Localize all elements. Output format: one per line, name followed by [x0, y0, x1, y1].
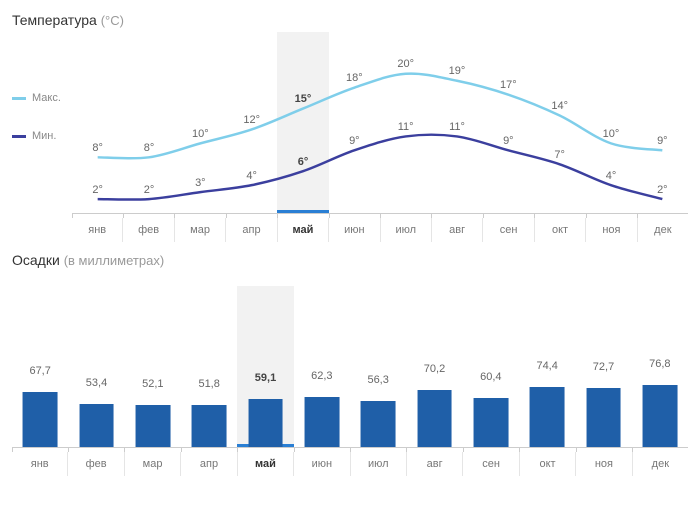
precipitation-month-tick[interactable]: дек — [633, 452, 688, 476]
precipitation-month-tick[interactable]: сен — [463, 452, 519, 476]
precipitation-bar — [192, 405, 227, 447]
temperature-min-label: 6° — [298, 156, 309, 168]
precipitation-bar — [417, 390, 452, 447]
temperature-max-line — [98, 74, 663, 159]
temperature-lines-svg — [72, 32, 688, 213]
precipitation-month-tick[interactable]: окт — [520, 452, 576, 476]
precipitation-bar-label: 74,4 — [536, 360, 557, 372]
temperature-max-label: 17° — [500, 79, 517, 91]
legend-min: Мин. — [12, 130, 61, 142]
temperature-max-label: 9° — [657, 135, 668, 147]
precipitation-month-tick[interactable]: май — [238, 452, 294, 476]
temperature-title-text: Температура — [12, 12, 97, 28]
temperature-chart: Макс. Мин. 8° 8° 10° 12° 15° 18° 20° 19° 17° 14° 1… — [12, 32, 688, 242]
precipitation-title-text: Осадки — [12, 252, 60, 268]
precipitation-bar-label: 62,3 — [311, 370, 332, 382]
temperature-max-label: 15° — [295, 93, 312, 105]
precipitation-month-tick[interactable]: ноя — [576, 452, 632, 476]
precipitation-bar — [361, 401, 396, 447]
temperature-month-tick[interactable]: мар — [175, 218, 226, 242]
precipitation-bar-label: 51,8 — [198, 378, 219, 390]
precipitation-bar-label: 53,4 — [86, 377, 107, 389]
legend-swatch-min — [12, 135, 26, 138]
precipitation-bar — [586, 388, 621, 447]
temperature-title: Температура (°C) — [12, 12, 688, 28]
precipitation-month-tick[interactable]: фев — [68, 452, 124, 476]
precipitation-month-tick[interactable]: июн — [294, 452, 350, 476]
temperature-max-label: 14° — [551, 100, 568, 112]
precipitation-bar — [473, 398, 508, 447]
legend-min-label: Мин. — [32, 130, 56, 142]
temperature-min-label: 4° — [246, 170, 257, 182]
precipitation-bar — [248, 399, 283, 447]
temperature-legend: Макс. Мин. — [12, 92, 61, 142]
temperature-plot-area: 8° 8° 10° 12° 15° 18° 20° 19° 17° 14° 10° 9° 2° 2° 3° 4… — [72, 32, 688, 214]
temperature-min-label: 7° — [554, 149, 565, 161]
temperature-month-tick[interactable]: апр — [226, 218, 277, 242]
precipitation-bar — [642, 385, 677, 447]
precipitation-bar-label: 76,8 — [649, 358, 670, 370]
temperature-max-label: 8° — [92, 142, 103, 154]
legend-max: Макс. — [12, 92, 61, 104]
precipitation-bar — [530, 387, 565, 447]
precipitation-bar-label: 72,7 — [593, 361, 614, 373]
temperature-month-tick[interactable]: сен — [483, 218, 534, 242]
temperature-month-tick[interactable]: июл — [381, 218, 432, 242]
precipitation-bar — [79, 404, 114, 447]
temperature-month-tick[interactable]: янв — [72, 218, 123, 242]
temperature-month-tick[interactable]: авг — [432, 218, 483, 242]
temperature-month-tick[interactable]: июн — [329, 218, 380, 242]
temperature-min-label: 2° — [92, 184, 103, 196]
temperature-max-label: 10° — [192, 128, 209, 140]
temperature-min-line — [98, 135, 663, 200]
temperature-month-tick[interactable]: ноя — [586, 218, 637, 242]
temperature-min-label: 2° — [144, 184, 155, 196]
temperature-max-label: 20° — [397, 58, 414, 70]
legend-swatch-max — [12, 97, 26, 100]
temperature-month-tick[interactable]: дек — [638, 218, 688, 242]
precipitation-bar-label: 56,3 — [367, 374, 388, 386]
temperature-min-label: 2° — [657, 184, 668, 196]
temperature-max-label: 10° — [603, 128, 620, 140]
precipitation-unit: (в миллиметрах) — [64, 253, 164, 268]
precipitation-bar — [135, 405, 170, 447]
temperature-min-label: 11° — [398, 121, 414, 133]
temperature-max-label: 8° — [144, 142, 155, 154]
precipitation-month-tick[interactable]: мар — [125, 452, 181, 476]
precipitation-bar — [23, 392, 58, 447]
precipitation-month-tick[interactable]: янв — [12, 452, 68, 476]
temperature-x-axis: янвфевмарапрмайиюниюлавгсеноктноядек — [72, 218, 688, 242]
precipitation-month-tick[interactable]: июл — [351, 452, 407, 476]
precipitation-title: Осадки (в миллиметрах) — [12, 252, 688, 268]
precipitation-bar-label: 60,4 — [480, 371, 501, 383]
temperature-min-label: 4° — [606, 170, 617, 182]
precipitation-bar — [304, 397, 339, 447]
temperature-month-tick[interactable]: май — [278, 218, 329, 242]
temperature-min-label: 9° — [349, 135, 360, 147]
legend-max-label: Макс. — [32, 92, 61, 104]
precipitation-chart: 67,7 53,4 52,1 51,8 59,1 62,3 56,3 70,2 60,4 74,4… — [12, 286, 688, 476]
precipitation-month-tick[interactable]: апр — [181, 452, 237, 476]
precipitation-plot-area: 67,7 53,4 52,1 51,8 59,1 62,3 56,3 70,2 60,4 74,4… — [12, 286, 688, 448]
temperature-unit: (°C) — [101, 13, 124, 28]
temperature-max-label: 19° — [449, 65, 466, 77]
temperature-min-label: 9° — [503, 135, 514, 147]
precipitation-month-tick[interactable]: авг — [407, 452, 463, 476]
temperature-month-tick[interactable]: окт — [535, 218, 586, 242]
precipitation-bar-label: 70,2 — [424, 363, 445, 375]
temperature-min-label: 3° — [195, 177, 206, 189]
temperature-month-tick[interactable]: фев — [123, 218, 174, 242]
precipitation-bar-label: 52,1 — [142, 378, 163, 390]
precipitation-x-axis: янвфевмарапрмайиюниюлавгсеноктноядек — [12, 452, 688, 476]
precipitation-bar-label: 67,7 — [29, 365, 50, 377]
temperature-max-label: 18° — [346, 72, 363, 84]
temperature-min-label: 11° — [449, 121, 465, 133]
temperature-max-label: 12° — [243, 114, 260, 126]
precipitation-bar-label: 59,1 — [255, 372, 276, 384]
